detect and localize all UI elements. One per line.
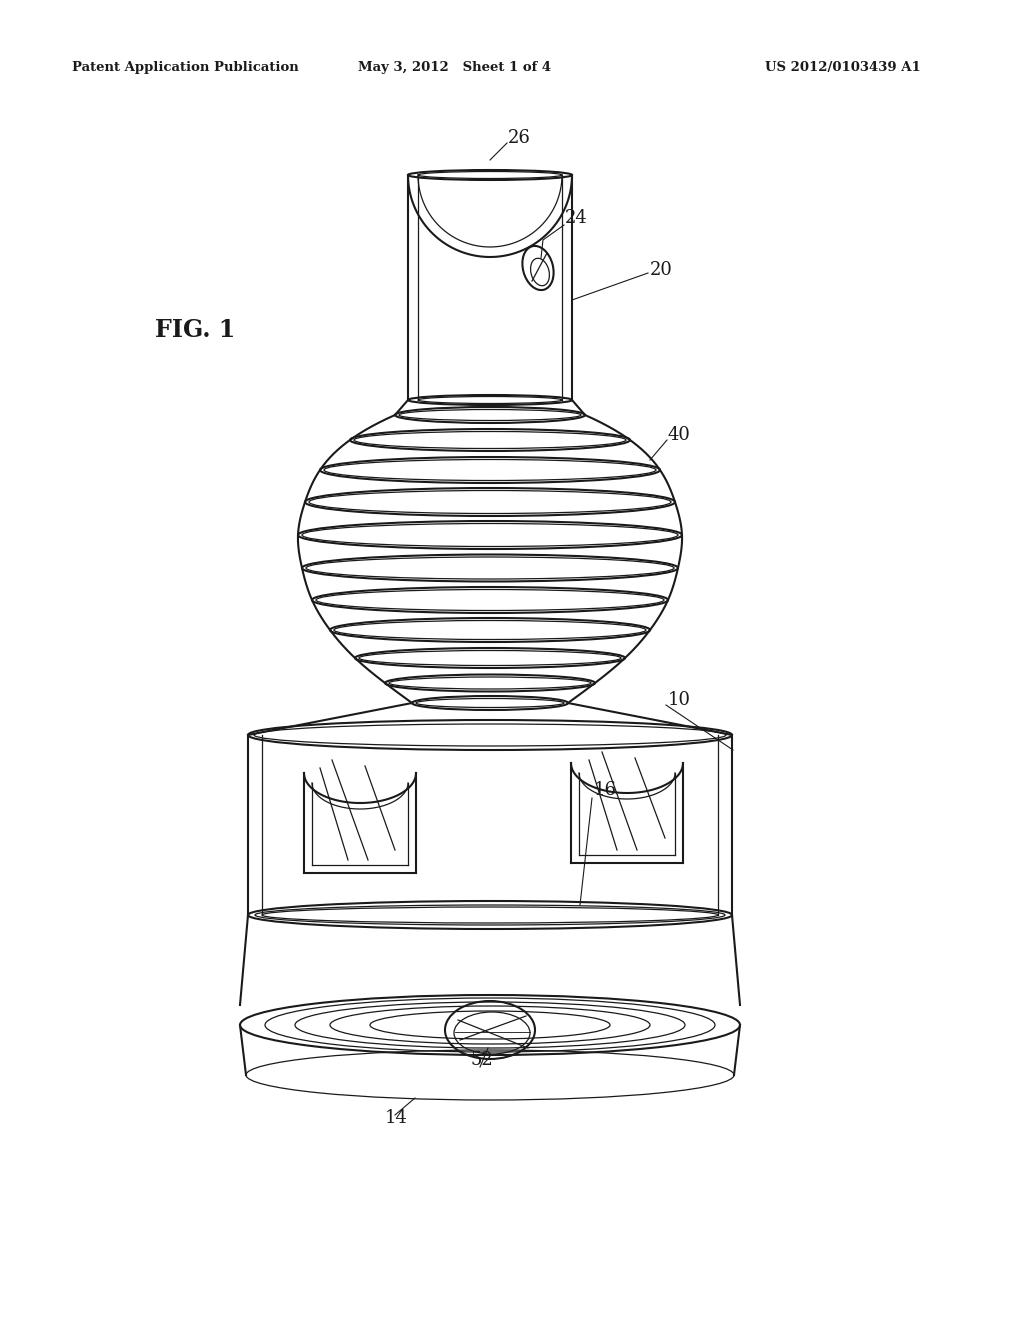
Text: US 2012/0103439 A1: US 2012/0103439 A1 bbox=[765, 62, 921, 74]
Text: 14: 14 bbox=[385, 1109, 408, 1127]
Text: Patent Application Publication: Patent Application Publication bbox=[72, 62, 299, 74]
Text: 20: 20 bbox=[650, 261, 673, 279]
Text: 16: 16 bbox=[594, 781, 617, 799]
Text: 40: 40 bbox=[668, 426, 691, 444]
Text: 24: 24 bbox=[565, 209, 588, 227]
Text: May 3, 2012   Sheet 1 of 4: May 3, 2012 Sheet 1 of 4 bbox=[358, 62, 552, 74]
Text: 52: 52 bbox=[470, 1051, 493, 1069]
Text: 10: 10 bbox=[668, 690, 691, 709]
Text: FIG. 1: FIG. 1 bbox=[155, 318, 236, 342]
Text: 26: 26 bbox=[508, 129, 530, 147]
